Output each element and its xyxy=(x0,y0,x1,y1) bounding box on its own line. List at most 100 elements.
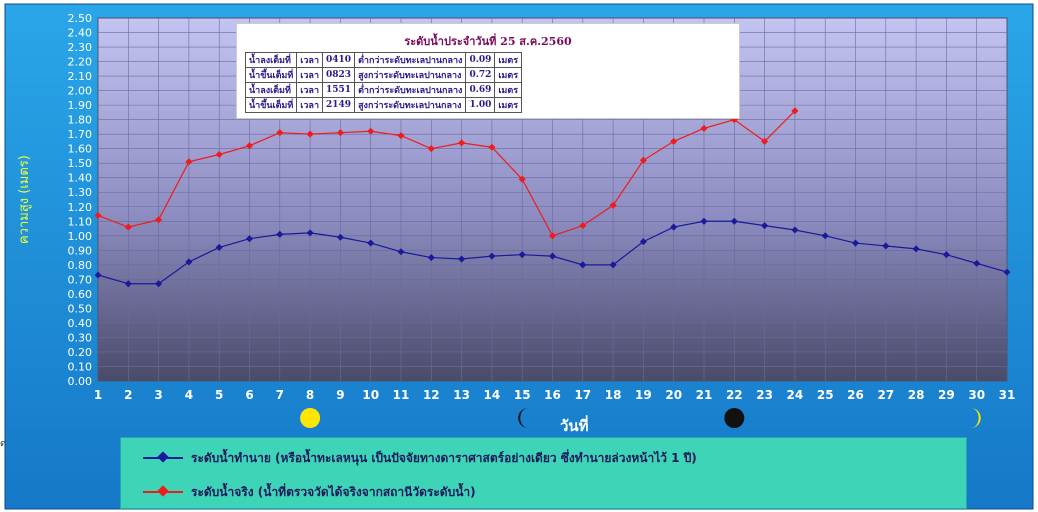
tide-cell: เวลา xyxy=(296,97,323,113)
x-tick-label: 29 xyxy=(938,388,955,402)
x-tick-label: 30 xyxy=(968,388,985,402)
series-point-0 xyxy=(912,245,920,253)
series-point-1 xyxy=(397,132,405,140)
x-tick-label: 20 xyxy=(665,388,682,402)
y-tick-label: 0.10 xyxy=(68,360,93,373)
series-point-1 xyxy=(185,158,193,166)
series-point-0 xyxy=(518,251,526,259)
y-tick-label: 0.90 xyxy=(68,244,93,257)
tide-cell: เวลา xyxy=(296,82,323,98)
series-point-1 xyxy=(458,139,466,147)
y-axis-label: ความสูง (เมตร) xyxy=(17,155,32,245)
tide-cell: น้ำลงเต็มที่ xyxy=(244,52,298,68)
series-point-1 xyxy=(94,211,102,220)
gridlines xyxy=(97,17,1008,382)
x-tick-label: 9 xyxy=(336,388,344,402)
y-tick-label: 1.50 xyxy=(68,157,93,170)
x-tick-label: 17 xyxy=(574,388,591,402)
x-tick-label: 6 xyxy=(245,388,253,402)
tide-cell: น้ำขึ้นเต็มที่ xyxy=(244,97,298,113)
series-point-1 xyxy=(367,127,375,135)
tide-cell: 0410 xyxy=(321,52,356,68)
series-point-1 xyxy=(548,232,557,240)
legend-marker-predicted xyxy=(157,451,169,463)
series-line-1 xyxy=(97,110,796,237)
series-point-1 xyxy=(700,124,708,132)
x-tick-label: 21 xyxy=(696,388,713,402)
x-axis-ticks: 1 2 3 4 5 6 7 8 9 10 11 12 13 14 15 16 17 18 19 20 21 22 23 24 2… xyxy=(94,388,1016,402)
series-layer xyxy=(94,107,1011,288)
x-tick-label: 12 xyxy=(423,388,440,402)
tide-info-table: น้ำลงเต็มที่ เวลา 0410 ต่ำกว่าระดับทะเลปานก… xyxy=(244,52,523,113)
series-point-1 xyxy=(670,137,678,145)
x-tick-label: 4 xyxy=(185,388,193,402)
y-tick-label: 1.70 xyxy=(68,128,93,141)
series-point-1 xyxy=(518,175,526,183)
series-point-0 xyxy=(579,261,587,269)
series-point-1 xyxy=(155,216,163,224)
moon-phase-layer xyxy=(300,408,981,428)
tide-cell: น้ำลงเต็มที่ xyxy=(244,82,298,98)
tide-cell: น้ำขึ้นเต็มที่ xyxy=(244,67,298,83)
legend-label-predicted: ระดับน้ำทำนาย (หรือน้ำทะเลหนุน เป็นปัจจั… xyxy=(191,451,697,465)
legend-item-actual: ระดับน้ำจริง (น้ำที่ตรวจวัดได้จริงจากสถา… xyxy=(143,483,476,502)
tide-cell: เมตร xyxy=(494,67,523,83)
x-tick-label: 25 xyxy=(817,388,834,402)
series-point-0 xyxy=(821,232,829,240)
y-tick-label: 1.40 xyxy=(68,172,93,185)
series-point-0 xyxy=(609,261,617,269)
series-point-0 xyxy=(1003,268,1011,276)
tide-cell: 0.09 xyxy=(465,52,496,68)
tide-cell: เมตร xyxy=(494,97,523,113)
x-tick-label: 27 xyxy=(877,388,894,402)
y-tick-label: 0.30 xyxy=(68,331,93,344)
series-point-0 xyxy=(730,217,738,225)
tide-cell: เมตร xyxy=(494,82,523,98)
tide-cell: ต่ำกว่าระดับทะเลปานกลาง xyxy=(354,52,467,68)
tide-cell: สูงกว่าระดับทะเลปานกลาง xyxy=(354,97,467,113)
series-point-0 xyxy=(306,229,314,237)
series-point-1 xyxy=(639,156,647,164)
series-point-0 xyxy=(942,251,950,259)
series-point-0 xyxy=(670,223,678,231)
tide-cell: 0823 xyxy=(321,67,356,83)
tide-row: น้ำลงเต็มที่ เวลา 1551 ต่ำกว่าระดับทะเลปานก… xyxy=(244,82,523,98)
y-tick-label: 0.60 xyxy=(68,288,93,301)
series-point-0 xyxy=(367,239,375,247)
x-tick-label: 18 xyxy=(605,388,622,402)
tide-cell: 0.72 xyxy=(465,67,496,83)
legend-item-predicted: ระดับน้ำทำนาย (หรือน้ำทะเลหนุน เป็นปัจจั… xyxy=(143,449,697,468)
x-tick-label: 16 xyxy=(544,388,561,402)
tide-cell: 2149 xyxy=(321,97,356,113)
y-tick-label: 1.00 xyxy=(68,230,93,243)
tide-row: น้ำขึ้นเต็มที่ เวลา 2149 สูงกว่าระดับทะเลปา… xyxy=(244,97,523,113)
tide-info-title: ระดับน้ำประจำวันที่ 25 ส.ค.2560 xyxy=(404,35,572,48)
series-point-0 xyxy=(791,226,799,234)
x-tick-label: 11 xyxy=(393,388,410,402)
y-tick-label: 1.60 xyxy=(68,143,93,156)
legend: ระดับน้ำทำนาย (หรือน้ำทะเลหนุน เป็นปัจจั… xyxy=(120,437,967,509)
x-tick-label: 31 xyxy=(999,388,1016,402)
y-tick-label: 0.50 xyxy=(68,302,93,315)
tide-cell: ต่ำกว่าระดับทะเลปานกลาง xyxy=(354,82,467,98)
y-tick-label: 2.20 xyxy=(68,56,93,69)
x-tick-label: 14 xyxy=(484,388,501,402)
tide-row: น้ำลงเต็มที่ เวลา 0410 ต่ำกว่าระดับทะเลปานก… xyxy=(244,52,523,68)
series-point-0 xyxy=(700,217,708,225)
series-point-0 xyxy=(276,230,284,238)
series-point-1 xyxy=(215,150,223,159)
tide-cell: 1551 xyxy=(321,82,356,98)
x-tick-label: 2 xyxy=(124,388,132,402)
y-tick-label: 0.40 xyxy=(68,317,93,330)
tide-info-box: ระดับน้ำประจำวันที่ 25 ส.ค.2560 น้ำลงเต็… xyxy=(236,23,740,119)
y-tick-label: 2.40 xyxy=(68,27,93,40)
series-point-0 xyxy=(245,235,254,243)
x-tick-label: 19 xyxy=(635,388,652,402)
series-point-1 xyxy=(791,107,799,115)
x-tick-label: 10 xyxy=(362,388,379,402)
series-point-1 xyxy=(336,129,344,137)
x-axis-label: วันที่ xyxy=(560,417,589,435)
y-tick-label: 2.30 xyxy=(68,41,93,54)
legend-marker-actual xyxy=(157,485,169,497)
series-point-0 xyxy=(155,280,163,288)
